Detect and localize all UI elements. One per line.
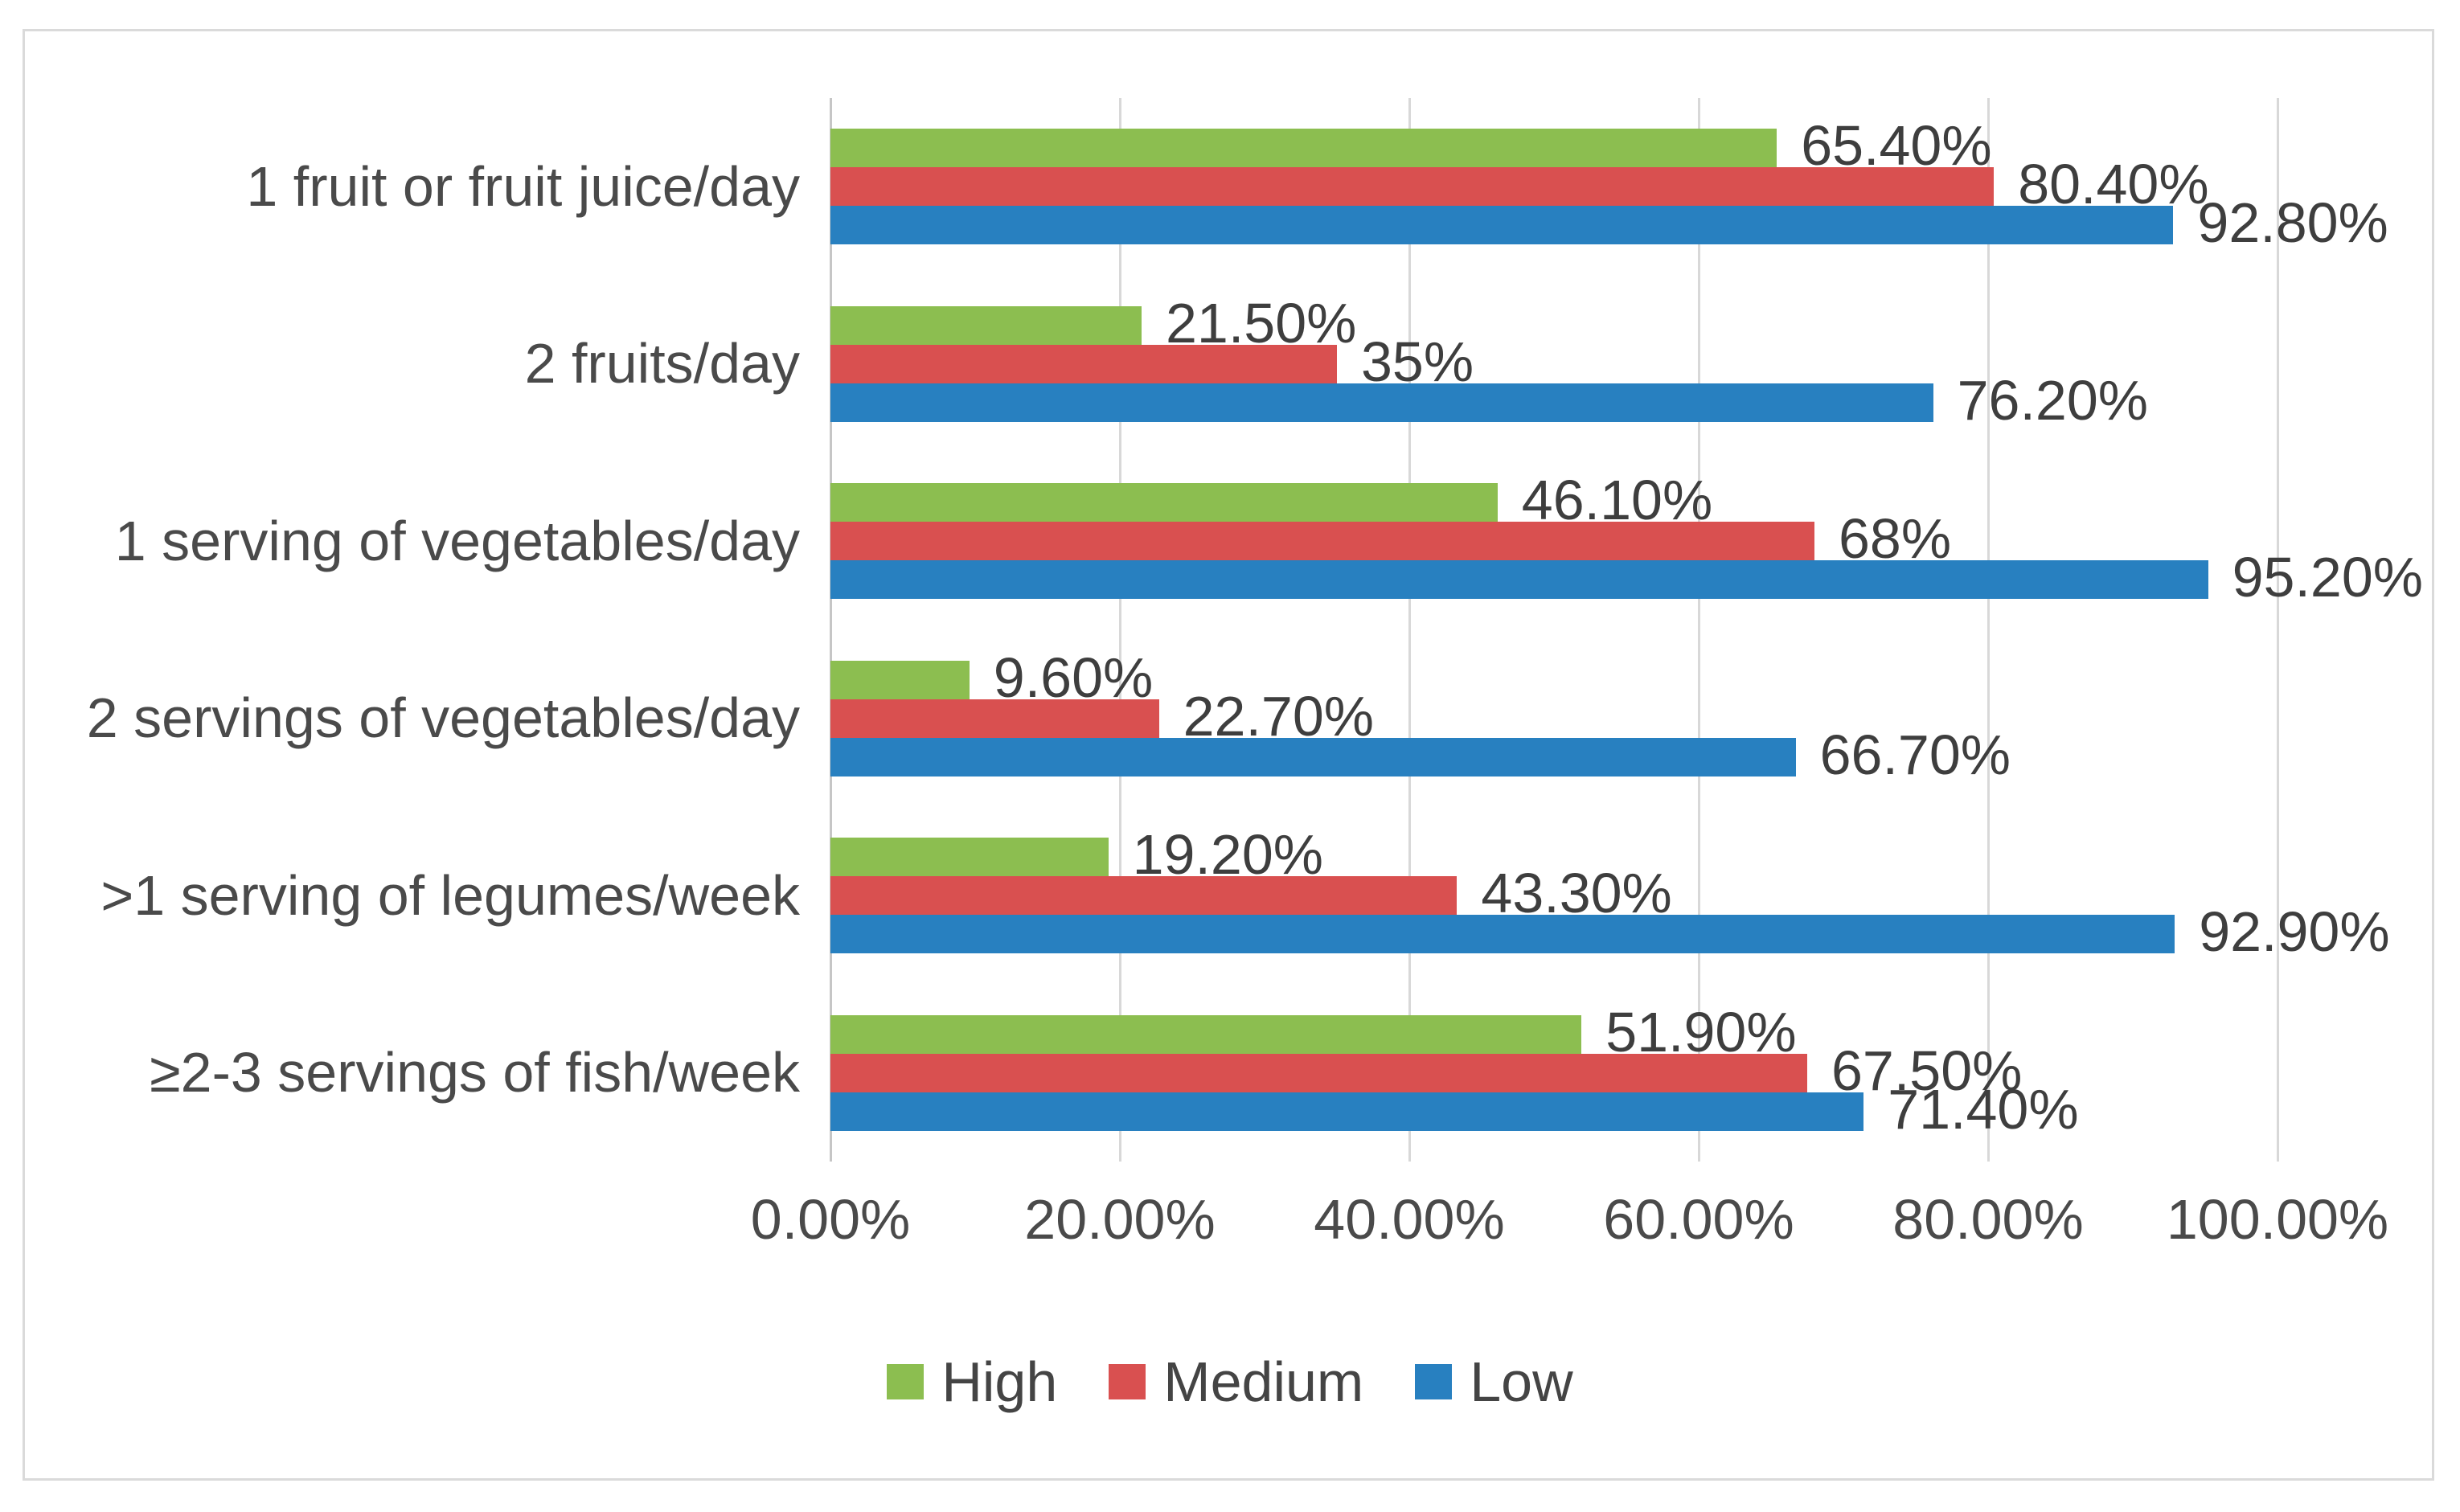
gridline [1408,98,1411,1162]
bar-group: 46.10% 68% 95.20% [830,453,2423,630]
x-tick-label: 60.00% [1603,1188,1794,1251]
data-label: 51.90% [1605,1000,1797,1063]
bar-high [830,305,1142,345]
bar-low [830,560,2208,600]
bar-low [830,737,1796,776]
bar-line-low: 66.70% [830,727,2278,783]
bar-line-medium: 35% [830,334,2278,390]
legend-label: Low [1470,1350,1573,1413]
gridline [1987,98,1990,1162]
data-label: 43.30% [1481,862,1672,925]
category-label: 1 serving of vegetables/day [114,509,800,572]
x-tick-label: 100.00% [2166,1188,2389,1251]
data-label: 9.60% [993,645,1154,709]
gridline [2277,98,2279,1162]
bar-groups: 65.40% 80.40% 92.80% 21.50% 35% 76.20% 46.10% 6… [830,98,2423,1162]
data-label: 21.50% [1166,291,1357,354]
bar-line-medium: 80.40% [830,156,2278,212]
data-label: 46.10% [1521,469,1713,532]
bar-line-high: 21.50% [830,295,2278,351]
bar-line-low: 92.90% [830,904,2390,960]
data-label: 22.70% [1183,684,1375,748]
data-label: 71.40% [1888,1077,2079,1141]
bar-line-high: 19.20% [830,826,2278,883]
bar-high [830,483,1498,522]
bar-line-low: 71.40% [830,1081,2278,1137]
bar-high [830,660,970,699]
bar-low [830,206,2174,245]
plot-area: 65.40% 80.40% 92.80% 21.50% 35% 76.20% 46.10% 6… [830,98,2423,1162]
data-label: 76.20% [1957,368,2149,432]
bar-group: 9.60% 22.70% 66.70% [830,630,2278,808]
data-label: 35% [1361,330,1474,393]
data-label: 80.40% [2018,153,2209,216]
data-label: 68% [1839,507,1952,571]
bar-medium [830,1053,1807,1092]
bar-medium [830,876,1458,916]
bar-line-low: 92.80% [830,195,2388,251]
category-axis: 1 fruit or fruit juice/day 2 fruits/day 1 … [44,98,800,1162]
bar-line-high: 46.10% [830,472,2278,528]
data-label: 67.50% [1831,1039,2023,1102]
bar-low [830,915,2175,954]
bar-medium [830,522,1814,561]
bar-low [830,383,1933,422]
legend-label: High [941,1350,1058,1413]
category-label: ≥2-3 servings of fish/week [150,1041,800,1104]
legend-swatch-high [887,1364,925,1399]
bar-medium [830,699,1159,738]
legend-label: Medium [1163,1350,1364,1413]
legend-swatch-low [1415,1364,1453,1399]
bar-group: 51.90% 67.50% 71.40% [830,985,2278,1162]
data-label: 95.20% [2232,546,2424,609]
bar-line-high: 9.60% [830,649,2278,706]
bar-line-low: 76.20% [830,372,2278,428]
bar-high [830,129,1777,168]
category-label: 2 fruits/day [524,332,800,395]
bar-group: 65.40% 80.40% 92.80% [830,98,2388,276]
bar-line-high: 51.90% [830,1004,2278,1060]
value-axis: 0.00% 20.00% 40.00% 60.00% 80.00% 100.00% [751,1188,2388,1264]
bar-line-medium: 68% [830,510,2278,567]
x-tick-label: 0.00% [750,1188,911,1251]
x-tick-label: 40.00% [1314,1188,1505,1251]
legend-swatch-medium [1109,1364,1146,1399]
data-label: 92.90% [2199,900,2390,964]
bar-medium [830,344,1337,383]
x-tick-label: 80.00% [1892,1188,2084,1251]
category-label: 1 fruit or fruit juice/day [246,154,800,218]
bar-group: 21.50% 35% 76.20% [830,276,2278,453]
data-label: 19.20% [1132,823,1324,887]
category-label: >1 serving of legumes/week [100,863,800,927]
y-axis-line [830,98,832,1162]
data-label: 66.70% [1819,723,2011,786]
x-tick-label: 20.00% [1024,1188,1216,1251]
bar-low [830,1092,1864,1131]
bar-line-medium: 22.70% [830,688,2278,744]
gridline [1119,98,1121,1162]
data-label: 65.40% [1801,114,1992,178]
category-label: 2 servings of vegetables/day [86,686,800,750]
bar-high [830,838,1109,877]
legend-item-low: Low [1415,1350,1573,1413]
bar-group: 19.20% 43.30% 92.90% [830,807,2390,985]
bar-high [830,1014,1582,1054]
gridline [1698,98,1700,1162]
bar-line-medium: 67.50% [830,1043,2278,1099]
bar-line-medium: 43.30% [830,865,2278,921]
data-label: 92.80% [2197,191,2388,255]
legend-item-medium: Medium [1109,1354,1363,1410]
legend: High Medium Low [0,1346,2460,1418]
legend-item-high: High [887,1354,1057,1410]
bar-line-low: 95.20% [830,549,2423,605]
bar-medium [830,167,1995,207]
bar-line-high: 65.40% [830,117,2278,174]
